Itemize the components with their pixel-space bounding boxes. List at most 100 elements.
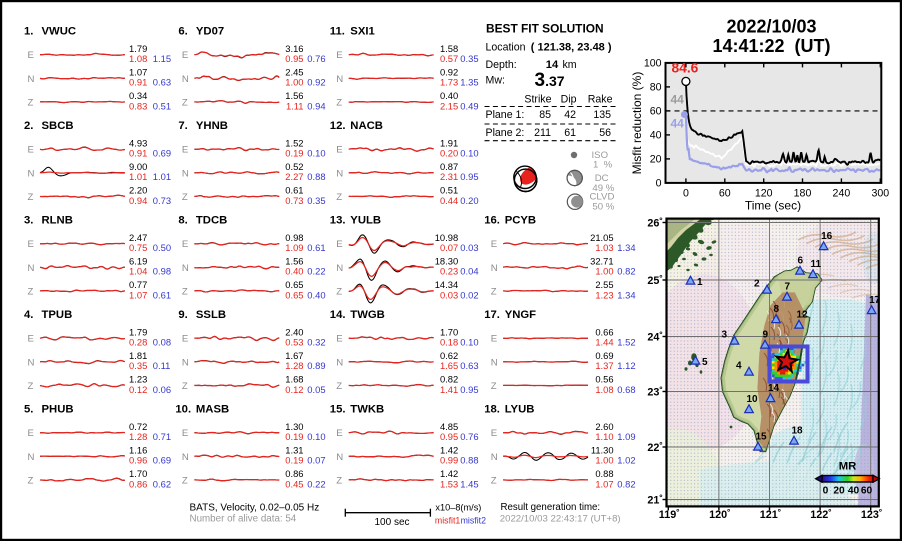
- svg-text:0.19: 0.19: [285, 431, 303, 442]
- svg-text:1.03: 1.03: [595, 242, 613, 253]
- svg-text:2.: 2.: [24, 120, 33, 132]
- svg-text:1.73: 1.73: [440, 77, 458, 88]
- svg-text:4: 4: [736, 361, 742, 372]
- svg-text:0.61: 0.61: [307, 242, 325, 253]
- svg-text:YHNB: YHNB: [196, 120, 228, 132]
- svg-text:0.76: 0.76: [460, 431, 478, 442]
- svg-text:0.96: 0.96: [129, 455, 147, 466]
- svg-text:E: E: [28, 239, 34, 250]
- svg-text:0.87: 0.87: [440, 161, 458, 172]
- svg-text:1.70: 1.70: [129, 468, 147, 479]
- svg-text:N: N: [491, 452, 498, 463]
- svg-text:1.08: 1.08: [595, 384, 613, 395]
- svg-text:6.: 6.: [178, 25, 187, 37]
- svg-text:2: 2: [754, 279, 760, 290]
- svg-text:2.47: 2.47: [129, 232, 147, 243]
- svg-text:E: E: [182, 428, 188, 439]
- svg-text:0.08: 0.08: [153, 337, 171, 348]
- svg-text:0.35: 0.35: [460, 53, 478, 64]
- svg-text:1.02: 1.02: [617, 455, 635, 466]
- svg-text:120: 120: [755, 188, 773, 200]
- svg-text:0.95: 0.95: [460, 384, 478, 395]
- svg-text:5.: 5.: [24, 403, 33, 415]
- svg-text:8: 8: [774, 304, 780, 315]
- svg-text:N: N: [28, 357, 35, 368]
- svg-text:7.: 7.: [178, 120, 187, 132]
- svg-text:5: 5: [702, 357, 708, 368]
- svg-text:1.: 1.: [24, 25, 33, 37]
- svg-text:7: 7: [785, 282, 791, 293]
- svg-text:N: N: [491, 263, 498, 274]
- svg-text:0.62: 0.62: [153, 478, 171, 489]
- svg-text:0.50: 0.50: [153, 242, 171, 253]
- svg-text:E: E: [336, 239, 342, 250]
- svg-text:0.19: 0.19: [285, 455, 303, 466]
- svg-text:18.: 18.: [484, 403, 500, 415]
- svg-text:0.68: 0.68: [617, 384, 635, 395]
- svg-text:0.88: 0.88: [595, 468, 613, 479]
- svg-text:0.19: 0.19: [285, 148, 303, 159]
- svg-text:0.05: 0.05: [307, 384, 325, 395]
- svg-text:240: 240: [833, 188, 851, 200]
- svg-text:0.95: 0.95: [285, 53, 303, 64]
- svg-text:N: N: [336, 168, 343, 179]
- svg-text:0.07: 0.07: [307, 455, 325, 466]
- svg-text:2022/10/03 22:43:17 (UT+8): 2022/10/03 22:43:17 (UT+8): [500, 514, 621, 525]
- svg-text:0.94: 0.94: [129, 195, 147, 206]
- svg-text:1.65: 1.65: [440, 360, 458, 371]
- svg-text:0.66: 0.66: [595, 327, 613, 338]
- svg-text:44: 44: [671, 116, 685, 130]
- svg-text:0.10: 0.10: [307, 148, 325, 159]
- svg-text:0.40: 0.40: [440, 90, 458, 101]
- svg-text:MR: MR: [839, 461, 857, 473]
- svg-text:40: 40: [650, 130, 662, 142]
- svg-text:Plane 2:: Plane 2:: [486, 127, 525, 139]
- svg-text:0.92: 0.92: [307, 77, 325, 88]
- svg-text:1.52: 1.52: [617, 337, 635, 348]
- svg-text:x10–8(m/s): x10–8(m/s): [435, 503, 481, 513]
- svg-text:0.95: 0.95: [460, 171, 478, 182]
- svg-text:25˚: 25˚: [647, 275, 663, 287]
- svg-text:2.27: 2.27: [285, 171, 303, 182]
- svg-text:0.02: 0.02: [460, 289, 478, 300]
- svg-text:N: N: [28, 168, 35, 179]
- svg-text:E: E: [28, 428, 34, 439]
- svg-text:3.16: 3.16: [285, 43, 303, 54]
- svg-text:0.20: 0.20: [440, 148, 458, 159]
- svg-text:N: N: [336, 357, 343, 368]
- svg-text:BEST FIT SOLUTION: BEST FIT SOLUTION: [486, 21, 604, 35]
- svg-text:8.: 8.: [178, 214, 187, 226]
- svg-text:Mw:: Mw:: [486, 75, 505, 87]
- svg-text:Strike: Strike: [524, 94, 551, 106]
- svg-text:9: 9: [763, 330, 769, 341]
- svg-text:1.41: 1.41: [440, 384, 458, 395]
- svg-text:0: 0: [683, 188, 689, 200]
- svg-text:Z: Z: [336, 381, 342, 392]
- svg-text:135: 135: [593, 109, 611, 121]
- svg-text:1.15: 1.15: [153, 53, 171, 64]
- svg-text:122˚: 122˚: [810, 509, 832, 521]
- svg-text:TWGB: TWGB: [350, 309, 385, 321]
- svg-text:0.73: 0.73: [285, 195, 303, 206]
- svg-text:TPUB: TPUB: [42, 309, 73, 321]
- svg-text:E: E: [491, 239, 497, 250]
- svg-text:1.53: 1.53: [440, 478, 458, 489]
- svg-text:0.40: 0.40: [307, 289, 325, 300]
- svg-text:PHUB: PHUB: [42, 403, 74, 415]
- svg-text:1.30: 1.30: [285, 421, 303, 432]
- svg-text:1.37: 1.37: [595, 360, 613, 371]
- svg-text:14.34: 14.34: [435, 279, 458, 290]
- svg-text:0: 0: [656, 178, 662, 190]
- svg-text:Z: Z: [336, 475, 342, 486]
- svg-text:2022/10/03: 2022/10/03: [726, 17, 816, 37]
- svg-text:E: E: [182, 239, 188, 250]
- svg-text:17.: 17.: [484, 309, 500, 321]
- svg-text:1.31: 1.31: [285, 445, 303, 456]
- svg-text:0.82: 0.82: [440, 374, 458, 385]
- svg-text:0.69: 0.69: [595, 350, 613, 361]
- svg-text:15.: 15.: [330, 403, 346, 415]
- svg-text:VWUC: VWUC: [42, 25, 77, 37]
- svg-text:2.40: 2.40: [285, 327, 303, 338]
- svg-text:0.88: 0.88: [307, 171, 325, 182]
- svg-text:0.11: 0.11: [153, 360, 171, 371]
